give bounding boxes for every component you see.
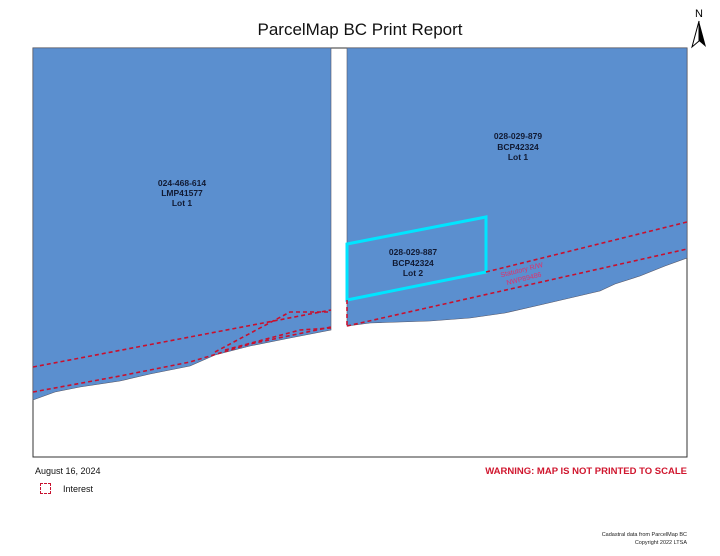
parcel-label-028-029-879: 028-029-879 BCP42324 Lot 1 bbox=[494, 131, 542, 162]
copyright-line: Copyright 2022 LTSA bbox=[634, 540, 687, 546]
data-credit: Cadastral data from ParcelMap BC Copyrig… bbox=[602, 531, 687, 547]
dashed-red-box-icon bbox=[40, 483, 51, 494]
svg-text:Lot 1: Lot 1 bbox=[172, 198, 193, 208]
interest-lines bbox=[32, 221, 688, 393]
scale-warning: WARNING: MAP IS NOT PRINTED TO SCALE bbox=[485, 466, 687, 477]
svg-text:Lot 2: Lot 2 bbox=[403, 268, 424, 278]
parcel-024-468-614[interactable] bbox=[32, 47, 332, 401]
legend-label-interest: Interest bbox=[63, 483, 94, 494]
svg-text:028-029-879: 028-029-879 bbox=[494, 131, 542, 141]
print-date: August 16, 2024 bbox=[35, 466, 101, 476]
svg-text:024-468-614: 024-468-614 bbox=[158, 178, 206, 188]
parcel-label-024-468-614: 024-468-614 LMP41577 Lot 1 bbox=[158, 178, 206, 208]
svg-text:LMP41577: LMP41577 bbox=[161, 188, 203, 198]
svg-text:Lot 1: Lot 1 bbox=[508, 152, 529, 162]
credit-line: Cadastral data from ParcelMap BC bbox=[601, 532, 687, 538]
north-label: N bbox=[695, 8, 703, 20]
svg-text:BCP42324: BCP42324 bbox=[497, 142, 539, 152]
svg-text:028-029-887: 028-029-887 bbox=[389, 247, 437, 257]
parcel-028-029-879[interactable] bbox=[346, 47, 688, 327]
legend: Interest bbox=[40, 483, 93, 494]
north-arrow-icon: N bbox=[689, 5, 709, 49]
page-title: ParcelMap BC Print Report bbox=[257, 20, 463, 39]
svg-text:BCP42324: BCP42324 bbox=[392, 258, 434, 268]
parcel-label-028-029-887: 028-029-887 BCP42324 Lot 2 bbox=[389, 247, 437, 278]
